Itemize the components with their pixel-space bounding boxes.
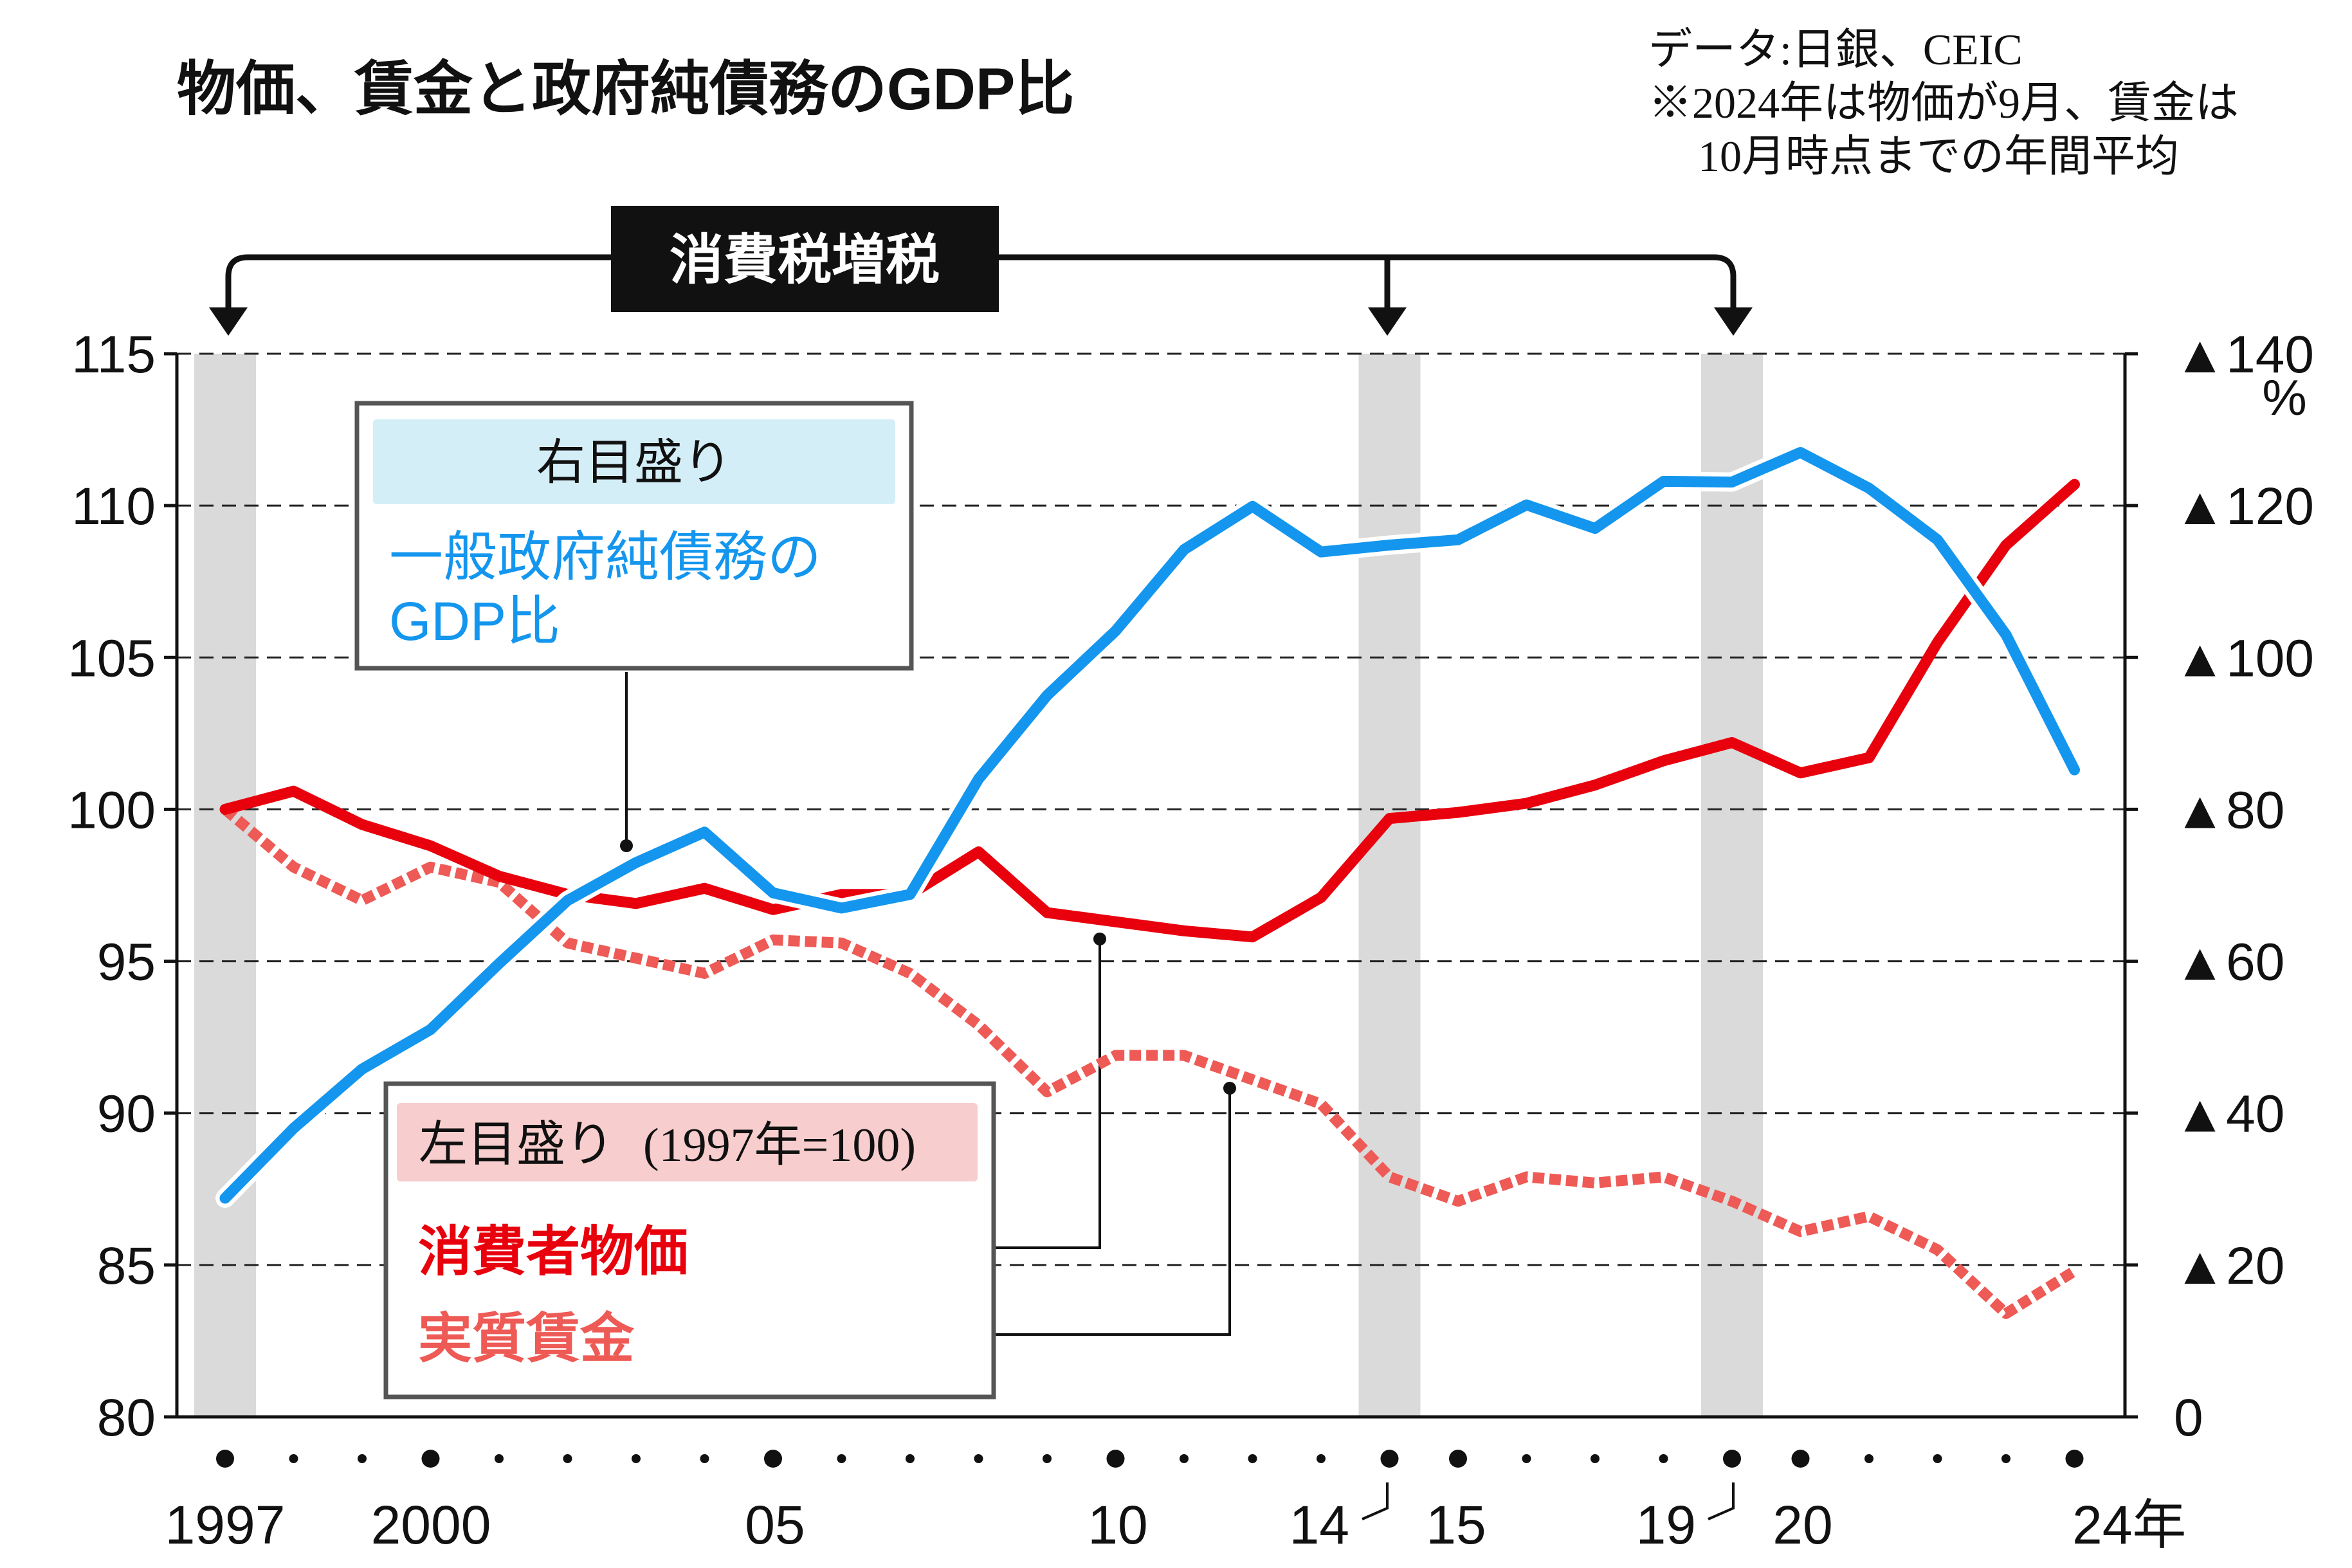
x-dot-2011: [1180, 1454, 1189, 1463]
left-legend-title-bg: [397, 1103, 978, 1181]
x-dot-2016: [1522, 1454, 1531, 1463]
x-dot-2003: [632, 1454, 641, 1463]
x-dot-2001: [495, 1454, 504, 1463]
left-legend-title: 左目盛り: [419, 1117, 614, 1172]
debt-line: [219, 447, 2080, 1204]
right-tick-label: ▲80: [2174, 781, 2284, 839]
x-dot-2015: [1449, 1450, 1467, 1468]
x-dot-2023: [2001, 1454, 2010, 1463]
x-hook-2019: [1708, 1482, 1735, 1520]
right-tick-label: ▲40: [2174, 1085, 2284, 1144]
left-tick-label: 95: [97, 933, 156, 992]
source-note-3: 10月時点までの年間平均: [1698, 132, 2179, 181]
arrow-2014-icon: [1368, 307, 1407, 336]
right-tick-label: ▲100: [2174, 629, 2314, 688]
x-dot-2005: [764, 1450, 782, 1468]
source-note-2: ※2024年は物価が9月、賃金は: [1648, 78, 2239, 127]
left-tick-label: 90: [97, 1085, 156, 1144]
right-tick-label: 0: [2174, 1389, 2203, 1447]
x-dot-2021: [1864, 1454, 1873, 1463]
x-tick-label: 10: [1088, 1495, 1147, 1555]
right-tick-label: ▲20: [2174, 1237, 2284, 1295]
source-note: データ:日銀、CEIC: [1648, 25, 2023, 74]
left-tick-label: 100: [68, 781, 156, 839]
right-tick-label: ▲140: [2174, 325, 2314, 384]
right-legend-title-bg: [373, 419, 895, 504]
x-dot-2019: [1723, 1450, 1741, 1468]
x-dot-1997: [216, 1450, 234, 1468]
right-tick-label: ▲60: [2174, 933, 2284, 992]
x-dot-2002: [563, 1454, 572, 1463]
x-dot-1998: [289, 1454, 298, 1463]
x-tick-label: 14: [1290, 1495, 1349, 1555]
wage-leader-dot: [1223, 1082, 1236, 1095]
x-dot-2018: [1659, 1454, 1668, 1463]
x-tick-label: 05: [745, 1495, 805, 1555]
wage-line: [221, 805, 2077, 1319]
debt-series-label-2: GDP比: [389, 591, 560, 652]
tax-increase-bracket: 消費税増税: [209, 206, 1753, 336]
right-tick-label: ▲120: [2174, 477, 2314, 536]
x-tick-label: 20: [1773, 1495, 1832, 1555]
x-dot-1999: [358, 1454, 367, 1463]
right-axis-legend: 右目盛り 一般政府純債務の GDP比: [354, 401, 914, 671]
x-dot-2022: [1933, 1454, 1942, 1463]
x-tick-label: 15: [1426, 1495, 1486, 1555]
x-dot-2024: [2065, 1450, 2084, 1468]
cpi-series-label: 消費者物価: [418, 1221, 688, 1282]
wage-series-label: 実質賃金: [418, 1308, 635, 1369]
left-tick-label: 115: [71, 325, 156, 384]
cpi-line: [219, 479, 2080, 943]
x-tick-label: 24年: [2072, 1495, 2186, 1555]
tax-band-2019: [1701, 354, 1763, 1417]
x-tick-label: 19: [1636, 1495, 1696, 1555]
x-dot-2009: [1043, 1454, 1052, 1463]
tax-label: 消費税増税: [670, 230, 940, 290]
x-dot-2017: [1591, 1454, 1600, 1463]
x-dot-2007: [906, 1454, 915, 1463]
tax-band-1997: [194, 354, 256, 1417]
debt-series-label: 一般政府純債務の: [389, 527, 821, 587]
x-dot-2000: [421, 1450, 440, 1468]
tax-band-2014: [1358, 354, 1421, 1417]
x-tick-label: 2000: [371, 1495, 491, 1555]
arrow-2019-icon: [1714, 307, 1753, 336]
left-tick-label: 85: [97, 1237, 156, 1295]
axis-ticks: 80 85 90 95 100 105 110 115 0 ▲20 ▲40 ▲60 ▲80 ▲100 ▲12…: [68, 325, 2314, 1555]
x-tick-label: 1997: [165, 1495, 286, 1555]
x-dot-2010: [1106, 1450, 1125, 1468]
left-tick-label: 80: [97, 1389, 156, 1447]
tax-increase-bands: [194, 354, 1763, 1417]
right-axis-unit: %: [2262, 369, 2306, 426]
right-legend-title: 右目盛り: [536, 435, 732, 490]
x-dot-2012: [1248, 1454, 1257, 1463]
x-dot-2004: [700, 1454, 709, 1463]
left-legend-note: (1997年=100): [643, 1119, 916, 1172]
left-tick-label: 110: [71, 477, 156, 536]
x-dot-2008: [974, 1454, 983, 1463]
cpi-leader-dot: [1093, 933, 1106, 945]
left-tick-label: 105: [68, 629, 156, 688]
x-hook-2014: [1362, 1482, 1389, 1520]
tax-label-box: [611, 206, 999, 312]
x-dot-2006: [837, 1454, 846, 1463]
debt-leader-dot: [620, 839, 633, 852]
axes: [175, 354, 2127, 1419]
left-axis-legend: 左目盛り (1997年=100) 消費者物価 実質賃金: [383, 1081, 996, 1399]
x-dot-2020: [1791, 1450, 1810, 1468]
x-dot-2013: [1317, 1454, 1326, 1463]
arrow-1997-icon: [209, 307, 248, 336]
chart-title: 物価、賃金と政府純債務のGDP比: [177, 57, 1074, 122]
series-group: [215, 442, 2084, 1319]
x-dot-2014: [1380, 1450, 1399, 1468]
